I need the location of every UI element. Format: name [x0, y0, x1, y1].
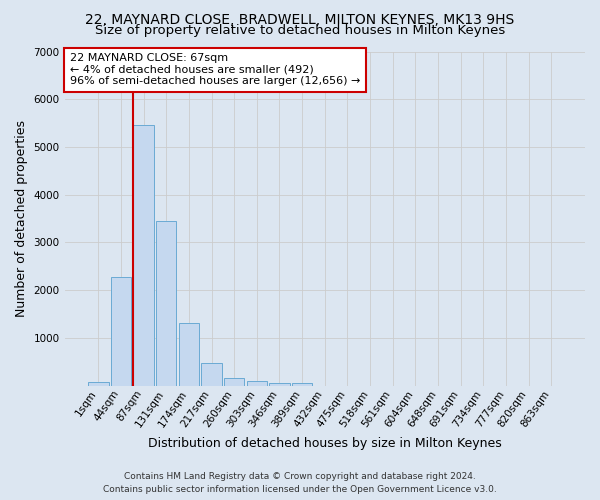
Bar	[292, 384, 313, 386]
X-axis label: Distribution of detached houses by size in Milton Keynes: Distribution of detached houses by size …	[148, 437, 502, 450]
Bar	[247, 382, 267, 386]
Text: 22 MAYNARD CLOSE: 67sqm
← 4% of detached houses are smaller (492)
96% of semi-de: 22 MAYNARD CLOSE: 67sqm ← 4% of detached…	[70, 53, 360, 86]
Bar	[133, 124, 154, 386]
Bar	[179, 323, 199, 386]
Bar	[202, 363, 222, 386]
Bar	[224, 378, 244, 386]
Text: Contains HM Land Registry data © Crown copyright and database right 2024.
Contai: Contains HM Land Registry data © Crown c…	[103, 472, 497, 494]
Bar	[156, 222, 176, 386]
Text: 22, MAYNARD CLOSE, BRADWELL, MILTON KEYNES, MK13 9HS: 22, MAYNARD CLOSE, BRADWELL, MILTON KEYN…	[85, 12, 515, 26]
Bar	[111, 278, 131, 386]
Bar	[88, 382, 109, 386]
Y-axis label: Number of detached properties: Number of detached properties	[15, 120, 28, 317]
Bar	[269, 383, 290, 386]
Text: Size of property relative to detached houses in Milton Keynes: Size of property relative to detached ho…	[95, 24, 505, 37]
